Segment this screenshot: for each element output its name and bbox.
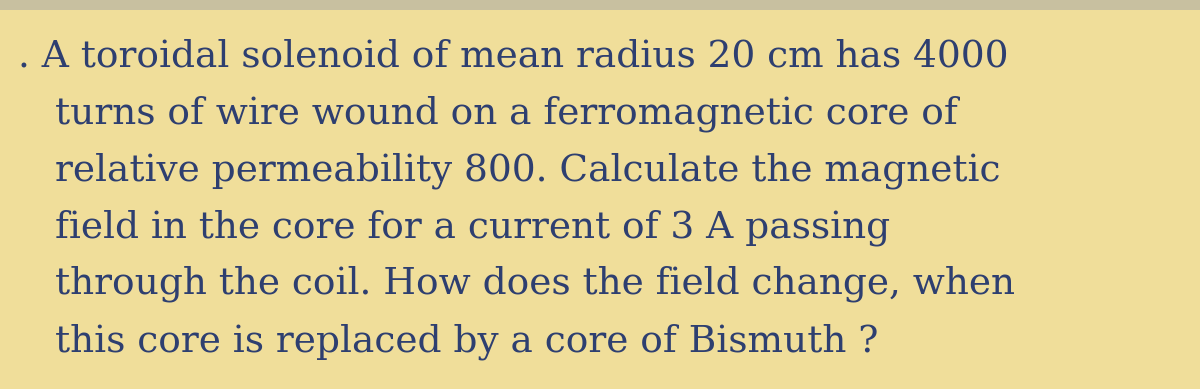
Text: through the coil. How does the field change, when: through the coil. How does the field cha… [55, 266, 1015, 303]
Text: field in the core for a current of 3 A passing: field in the core for a current of 3 A p… [55, 209, 890, 245]
Text: relative permeability 800. Calculate the magnetic: relative permeability 800. Calculate the… [55, 152, 1001, 189]
Text: . A toroidal solenoid of mean radius 20 cm has 4000: . A toroidal solenoid of mean radius 20 … [18, 38, 1008, 74]
Bar [0, 0, 1200, 10]
Text: turns of wire wound on a ferromagnetic core of: turns of wire wound on a ferromagnetic c… [55, 95, 958, 131]
Text: this core is replaced by a core of Bismuth ?: this core is replaced by a core of Bismu… [55, 323, 878, 359]
